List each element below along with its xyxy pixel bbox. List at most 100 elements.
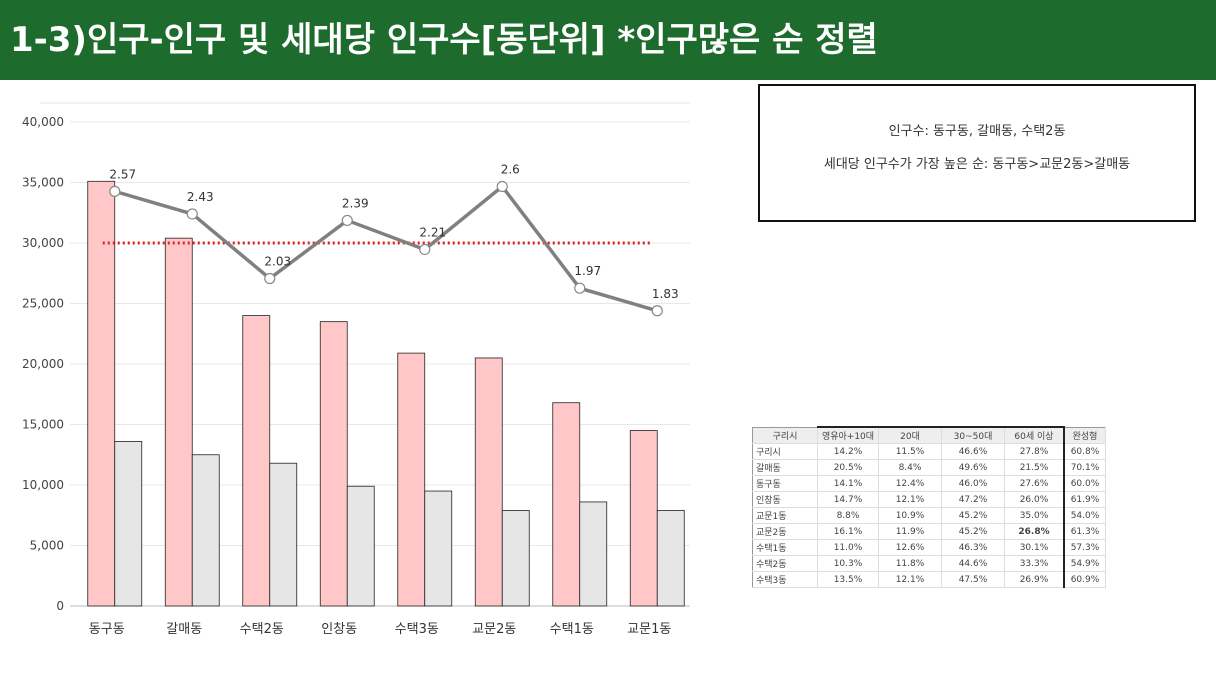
table-cell: 27.8% [1004,443,1065,460]
data-label: 1.97 [574,264,601,278]
x-tick-label: 교문2동 [472,622,516,637]
table-cell: 16.1% [817,523,879,540]
x-tick-label: 수택1동 [550,622,594,637]
table-cell: 26.0% [1004,491,1065,508]
y-tick-label: 5,000 [30,539,64,553]
table-row: 구리시 14.2% 11.5% 46.6% 27.8% 60.8% [752,443,1106,460]
y-tick-label: 35,000 [22,176,64,190]
data-label: 2.6 [501,163,520,177]
table-cell-bold: 26.8% [1018,526,1050,537]
table-cell: 33.3% [1004,555,1065,572]
bar-households [114,441,143,607]
bar-population [629,430,658,607]
table-cell: 14.2% [817,443,879,460]
age-distribution-table: 구리시 영유아+10대 20대 30~50대 60세 이상 완성형 구리시 14.2% 11.… [752,426,1106,588]
bar-population [164,237,193,607]
table-cell: 8.8% [817,507,879,524]
table-cell: 13.5% [817,571,879,588]
y-tick-label: 0 [56,599,64,613]
table-cell: 12.1% [878,491,942,508]
table-cell: 26.9% [1004,571,1065,588]
table-cell: 60.0% [1064,475,1106,492]
bar-households [501,510,530,607]
table-cell: 인창동 [752,491,818,508]
data-label: 2.21 [419,225,446,239]
x-tick-label: 갈매동 [166,622,202,637]
table-row: 인창동 14.7% 12.1% 47.2% 26.0% 61.9% [752,491,1106,508]
table-row: 갈매동 20.5% 8.4% 49.6% 21.5% 70.1% [752,459,1106,476]
table-cell: 수택2동 [752,555,818,572]
bar-population [87,180,116,607]
bar-households [656,510,685,607]
y-tick-label: 10,000 [22,478,64,492]
line-point [264,272,276,285]
table-cell: 61.3% [1064,523,1106,540]
table-cell: 54.9% [1064,555,1106,572]
table-row: 교문2동 16.1% 11.9% 45.2% 26.8% 61.3% [752,523,1106,540]
table-row: 수택1동 11.0% 12.6% 46.3% 30.1% 57.3% [752,539,1106,556]
table-cell: 45.2% [941,507,1005,524]
table-cell: 26.8% [1004,523,1065,540]
table-cell: 12.4% [878,475,942,492]
table-cell: 35.0% [1004,507,1065,524]
bar-population [397,352,426,607]
table-header: 60세 이상 [1004,426,1065,444]
table-cell: 47.2% [941,491,1005,508]
bar-population [552,402,581,607]
table-cell: 수택3동 [752,571,818,588]
bar-households [269,462,298,607]
x-tick-label: 동구동 [89,622,125,637]
table-cell: 21.5% [1004,459,1065,476]
x-tick-label: 수택3동 [395,622,439,637]
table-cell: 14.1% [817,475,879,492]
table-cell: 54.0% [1064,507,1106,524]
table-cell: 61.9% [1064,491,1106,508]
bar-households [579,501,608,607]
table-cell: 46.6% [941,443,1005,460]
data-label: 2.43 [187,190,214,204]
table-cell: 11.5% [878,443,942,460]
table-cell: 갈매동 [752,459,818,476]
table-cell: 47.5% [941,571,1005,588]
bar-households [424,490,453,607]
table-cell: 구리시 [752,443,818,460]
population-chart: 0 5,000 10,000 15,000 20,000 25,000 30,000 35,0… [22,102,690,637]
table-header: 구리시 [752,427,818,444]
table-cell: 20.5% [817,459,879,476]
y-tick-label: 20,000 [22,357,64,371]
note-line-2: 세대당 인구수가 가장 높은 순: 동구동>교문2동>갈매동 [823,157,1131,172]
x-tick-label: 인창동 [321,622,357,637]
table-cell: 60.9% [1064,571,1106,588]
table-cell: 57.3% [1064,539,1106,556]
table-header: 영유아+10대 [817,426,879,444]
x-tick-label: 교문1동 [627,622,671,637]
table-header: 30~50대 [941,426,1005,444]
data-label: 2.03 [264,254,291,268]
table-row: 동구동 14.1% 12.4% 46.0% 27.6% 60.0% [752,475,1106,492]
table-cell: 교문1동 [752,507,818,524]
table-row: 교문1동 8.8% 10.9% 45.2% 35.0% 54.0% [752,507,1106,524]
y-tick-label: 25,000 [22,297,64,311]
table-header: 20대 [878,426,942,444]
table-cell: 11.8% [878,555,942,572]
table-cell: 11.0% [817,539,879,556]
line-point [419,243,431,256]
table-cell: 44.6% [941,555,1005,572]
line-point [574,282,586,294]
table-cell: 8.4% [878,459,942,476]
table-row: 수택3동 13.5% 12.1% 47.5% 26.9% 60.9% [752,571,1106,588]
y-tick-label: 40,000 [22,115,64,129]
line-persons-per-household [114,184,658,313]
table-header: 완성형 [1064,427,1106,444]
summary-note: 인구수: 동구동, 갈매동, 수택2동 세대당 인구수가 가장 높은 순: 동구… [758,84,1196,222]
data-label: 1.83 [652,287,679,301]
table-row: 수택2동 10.3% 11.8% 44.6% 33.3% 54.9% [752,555,1106,572]
table-cell: 수택1동 [752,539,818,556]
data-label: 2.57 [109,167,136,181]
line-point [109,185,121,197]
y-tick-label: 30,000 [22,236,64,250]
table-cell: 46.3% [941,539,1005,556]
table-cell: 27.6% [1004,475,1065,492]
table-cell: 11.9% [878,523,942,540]
line-point [651,305,663,317]
